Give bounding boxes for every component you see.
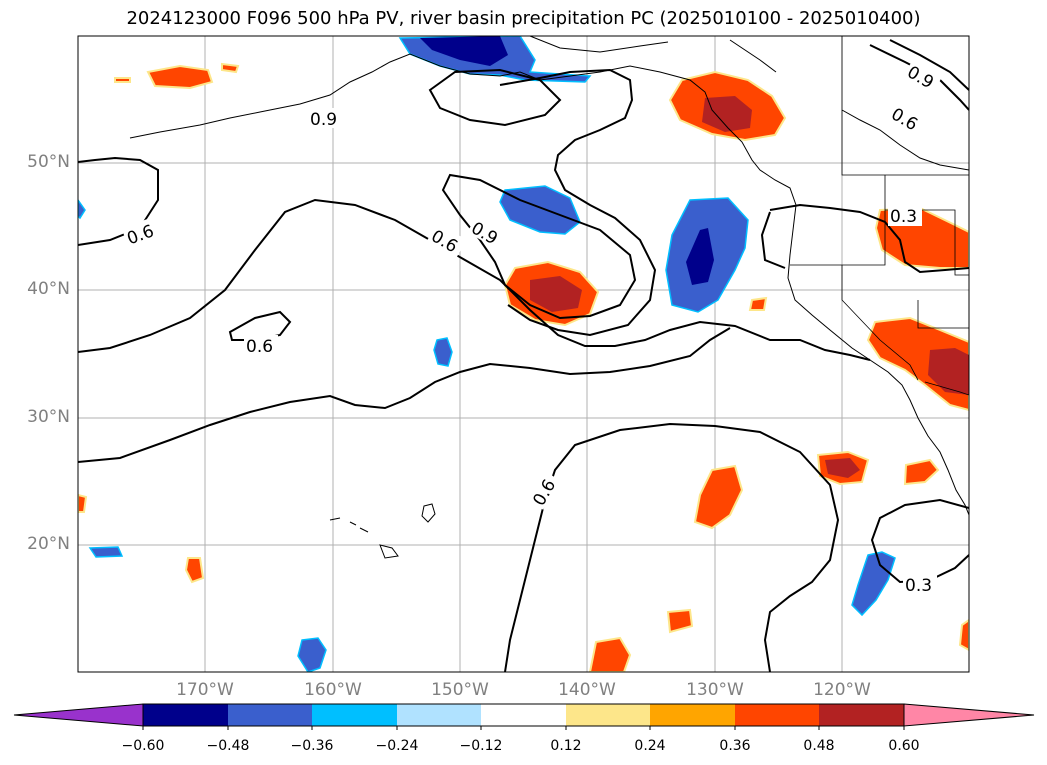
- colorbar-bin: [650, 704, 735, 726]
- lon-label-160w: 160°W: [304, 680, 362, 700]
- pos-area-south-1: [588, 636, 632, 672]
- contour-0-3-ca-lower: [760, 211, 786, 269]
- colorbar-tick-label: 0.36: [719, 738, 751, 754]
- pos-area-aleutian: [146, 64, 214, 90]
- contour-0-3-se: [870, 498, 969, 584]
- lon-label-130w: 130°W: [686, 680, 744, 700]
- contour-label: 0.6: [246, 337, 273, 357]
- neg-area-small-5: [78, 198, 86, 220]
- coastlines: [129, 36, 969, 559]
- contour-0-9-ne: [889, 39, 969, 91]
- contour-0-6-small: [228, 310, 292, 341]
- contour-0-6-west: [78, 156, 159, 246]
- colorbar: [13, 703, 1035, 730]
- colorbar-bin: [143, 704, 228, 726]
- pos-core-southwest: [928, 348, 969, 395]
- colorbar-tick-label: −0.12: [459, 738, 503, 754]
- neg-core-gulf-alaska: [420, 36, 508, 66]
- colorbar-tick-label: 0.48: [803, 738, 835, 754]
- pos-area-subtropic: [693, 464, 744, 530]
- pos-area-small-f: [221, 62, 240, 74]
- contour-0-6-main: [78, 198, 871, 361]
- colorbar-bin: [819, 704, 904, 726]
- contour-0-3-south: [504, 422, 840, 672]
- pos-area-small-b: [748, 296, 768, 311]
- colorbar-tick-label: −0.48: [206, 738, 250, 754]
- pos-core-bc-coast: [702, 96, 752, 132]
- contour-0-9-ridge: [499, 68, 657, 337]
- colorbar-tick-label: 0.24: [634, 738, 666, 754]
- contour-label: 0.9: [310, 110, 337, 130]
- colorbar-extend-left: [13, 703, 144, 727]
- neg-area-pacific-north: [499, 185, 581, 235]
- gridlines: [78, 36, 969, 672]
- pos-area-baja: [903, 458, 940, 486]
- map-title: 2024123000 F096 500 hPa PV, river basin …: [126, 8, 921, 29]
- contour-0-6-south: [78, 327, 731, 463]
- colorbar-bin: [566, 704, 650, 726]
- colorbar-bin: [228, 704, 312, 726]
- pos-area-small-d: [958, 618, 969, 652]
- pos-area-south-2: [666, 608, 694, 634]
- colorbar-tick-label: −0.60: [121, 738, 165, 754]
- lon-label-120w: 120°W: [813, 680, 871, 700]
- colorbar-tick-label: 0.60: [888, 738, 920, 754]
- colorbar-bin: [312, 704, 397, 726]
- pos-area-small-e: [114, 77, 131, 83]
- colorbar-tick-label: −0.36: [290, 738, 334, 754]
- lon-label-150w: 150°W: [431, 680, 489, 700]
- contour-0-9-north: [428, 68, 562, 127]
- political-borders: [790, 36, 969, 396]
- lon-label-140w: 140°W: [558, 680, 616, 700]
- pos-core-baja-offshore: [825, 458, 860, 478]
- contour-label: 0.3: [905, 576, 932, 596]
- colorbar-bin: [735, 704, 819, 726]
- colorbar-extend-right: [903, 703, 1035, 727]
- lat-label-40n: 40°N: [27, 279, 70, 299]
- negative-anomaly-areas: [78, 36, 896, 672]
- lon-label-170w: 170°W: [176, 680, 234, 700]
- pos-area-small-c: [78, 493, 88, 513]
- colorbar-tick-label: −0.24: [375, 738, 419, 754]
- neg-area-small-1: [433, 337, 453, 367]
- map-frame: [77, 35, 970, 673]
- contour-label: 0.3: [890, 207, 917, 227]
- colorbar-bin: [481, 704, 566, 726]
- lat-label-50n: 50°N: [27, 152, 70, 172]
- colorbar-tick-label: 0.12: [550, 738, 582, 754]
- map-background: [78, 36, 969, 672]
- lat-label-30n: 30°N: [27, 407, 70, 427]
- neg-area-small-3: [297, 637, 327, 672]
- lat-label-20n: 20°N: [27, 534, 70, 554]
- colorbar-bin: [397, 704, 481, 726]
- neg-area-small-4: [88, 546, 124, 558]
- pos-core-pacific-mid: [530, 276, 582, 312]
- neg-core-offshore: [686, 228, 714, 285]
- pos-area-small-a: [184, 557, 205, 584]
- contour-0-3-ca: [769, 203, 969, 274]
